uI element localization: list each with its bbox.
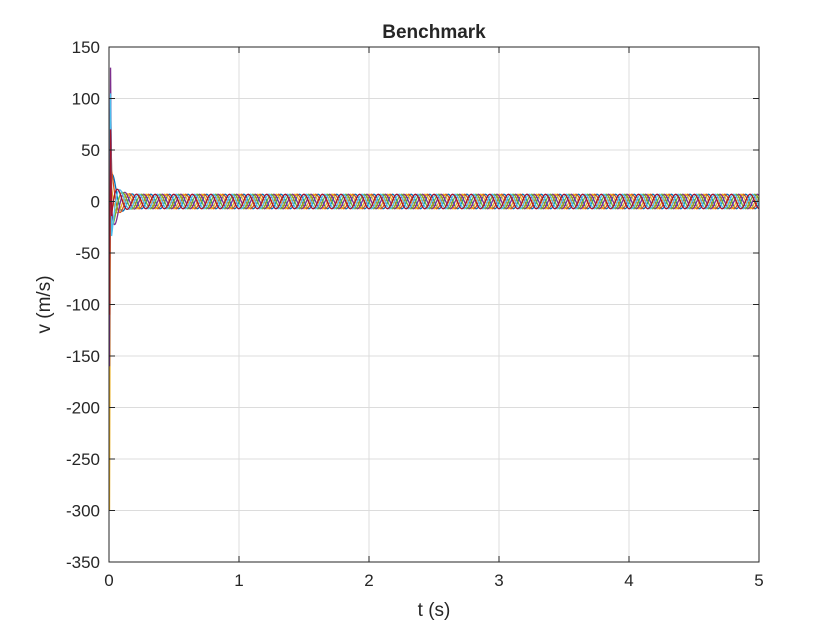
y-tick-label: -200: [66, 399, 100, 418]
series-layer: [109, 67, 759, 511]
y-tick-label: 50: [81, 141, 100, 160]
y-tick-label: -300: [66, 502, 100, 521]
x-tick-label: 3: [494, 571, 503, 590]
x-axis-label: t (s): [418, 600, 451, 621]
x-tick-label: 5: [754, 571, 763, 590]
series-line-7: [109, 129, 759, 315]
series-line-3: [109, 139, 759, 511]
series-line-1: [109, 98, 759, 284]
y-axis-label: v (m/s): [34, 275, 55, 333]
y-tick-label: 150: [72, 38, 100, 57]
chart-title: Benchmark: [382, 22, 486, 43]
x-tick-label: 1: [234, 571, 243, 590]
ticks: 0 1 2 3 4 5 150 100 50 0 -50 -100 -150 -200 -250 -300 -3…: [66, 38, 764, 590]
x-tick-label: 4: [624, 571, 633, 590]
y-tick-label: 100: [72, 90, 100, 109]
y-tick-label: -250: [66, 450, 100, 469]
x-tick-label: 0: [104, 571, 113, 590]
y-tick-label: 0: [91, 193, 100, 212]
y-tick-label: -350: [66, 553, 100, 572]
y-tick-label: -150: [66, 347, 100, 366]
series-line-2: [109, 108, 759, 357]
x-tick-label: 2: [364, 571, 373, 590]
y-tick-label: -100: [66, 296, 100, 315]
series-line-5: [109, 119, 759, 295]
series-line-4: [109, 67, 759, 367]
y-tick-label: -50: [75, 244, 100, 263]
